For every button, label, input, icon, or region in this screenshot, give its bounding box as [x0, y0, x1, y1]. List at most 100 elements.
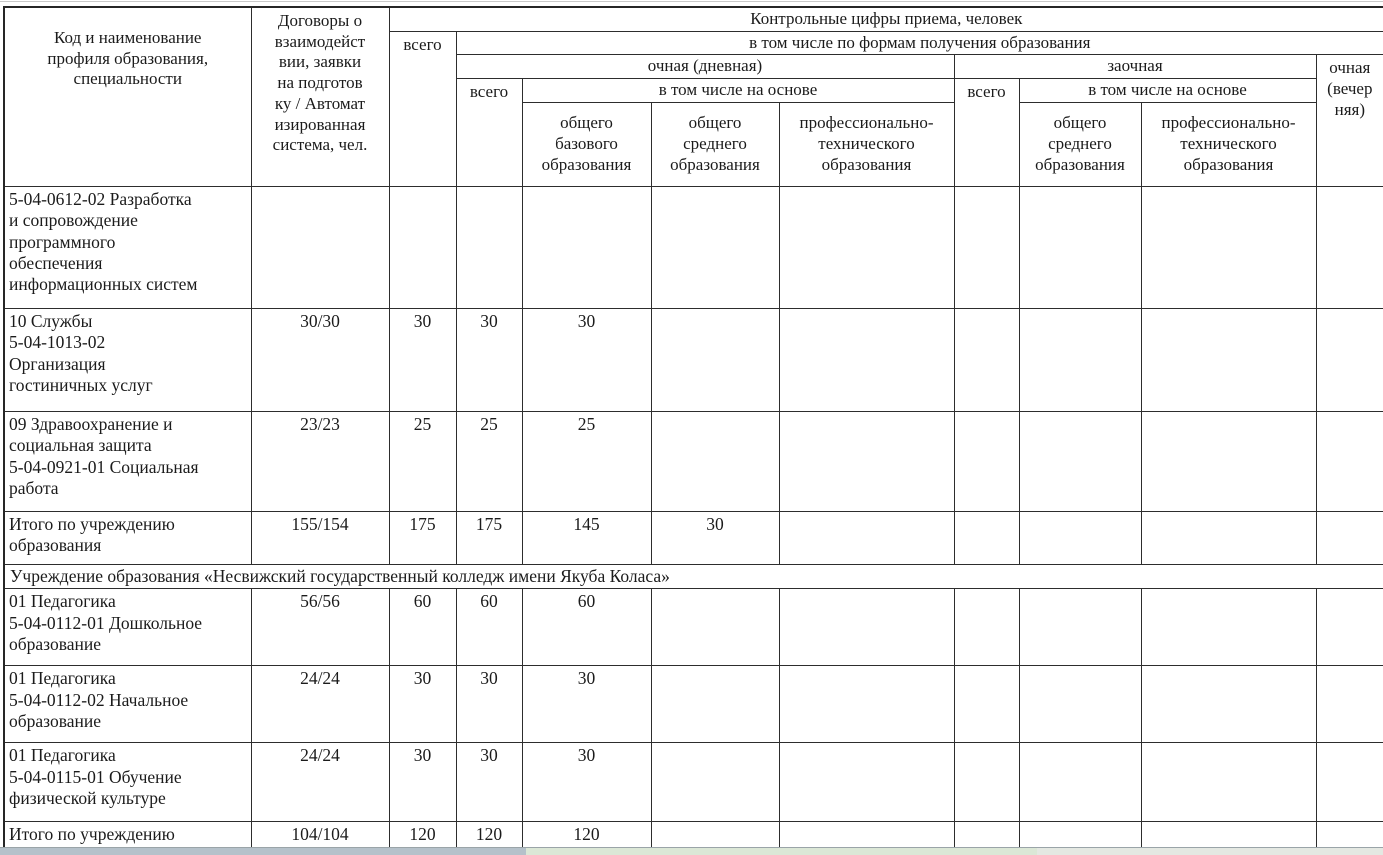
bottom-bar-segment [525, 848, 1038, 855]
cell-day-general-secondary [650, 185, 780, 309]
cell-evening [1315, 742, 1383, 823]
cell-corr-vocational [1140, 588, 1317, 667]
cell-day-general-basic: 60 [521, 588, 652, 667]
header-full-time-evening: очная (вечер няя) [1315, 54, 1383, 187]
cell-contracts: 56/56 [250, 588, 390, 667]
admission-control-figures-table: Код и наименование профиля образования, … [3, 6, 1383, 855]
header-day-general-basic: общего базового образования [521, 101, 652, 187]
cell-day-vocational [778, 665, 955, 744]
cell-specialty-name: 5-04-0612-02 Разработка и сопровождение … [3, 185, 252, 309]
cell-corr-general-secondary [1018, 742, 1142, 823]
cell-specialty-name: 01 Педагогика 5-04-0112-02 Начальное обр… [3, 665, 252, 744]
header-row: всего в том числе по формам получения об… [4, 30, 1383, 187]
cell-corr-total [953, 665, 1020, 744]
cell-day-total: 30 [455, 307, 523, 412]
table-row: 09 Здравоохранение и социальная защита 5… [3, 410, 1383, 512]
header-full-time-day: очная (дневная) [455, 54, 955, 80]
header-day-total: всего [455, 78, 523, 187]
cell-day-general-secondary [650, 588, 780, 667]
table-row-total: Итого по учреждению образования 155/154 … [3, 510, 1383, 565]
cell-day-general-secondary [650, 665, 780, 744]
cell-day-general-basic: 25 [521, 410, 652, 512]
cell-corr-vocational [1140, 510, 1317, 565]
cell-day-general-basic: 30 [521, 665, 652, 744]
cell-day-general-secondary [650, 307, 780, 412]
cell-corr-general-secondary [1018, 185, 1142, 309]
header-correspondence-vocational-technical: профессионально- технического образовани… [1140, 101, 1317, 187]
header-by-forms: в том числе по формам получения образова… [455, 30, 1383, 56]
cell-day-total: 25 [455, 410, 523, 512]
cell-corr-general-secondary [1018, 307, 1142, 412]
cell-total: 60 [388, 588, 457, 667]
cell-specialty-name: 09 Здравоохранение и социальная защита 5… [3, 410, 252, 512]
cell-evening [1315, 307, 1383, 412]
cell-day-total [455, 185, 523, 309]
scan-edge-line [0, 1, 1383, 2]
cell-corr-total [953, 510, 1020, 565]
cell-day-general-basic: 145 [521, 510, 652, 565]
cell-corr-vocational [1140, 185, 1317, 309]
cell-day-vocational [778, 742, 955, 823]
bottom-bar-segment [1037, 848, 1383, 855]
cell-corr-general-secondary [1018, 588, 1142, 667]
header-row: всего в том числе на основе всего в том … [4, 78, 1383, 187]
cell-contracts: 24/24 [250, 742, 390, 823]
cell-corr-total [953, 410, 1020, 512]
cell-total: 30 [388, 665, 457, 744]
table-row: 01 Педагогика 5-04-0112-02 Начальное обр… [3, 665, 1383, 744]
cell-corr-total [953, 588, 1020, 667]
cell-total: 30 [388, 307, 457, 412]
cell-corr-total [953, 307, 1020, 412]
cell-specialty-name: 01 Педагогика 5-04-0115-01 Обучение физи… [3, 742, 252, 823]
cell-corr-total [953, 742, 1020, 823]
cell-specialty-name: 01 Педагогика 5-04-0112-01 Дошкольное об… [3, 588, 252, 667]
cell-evening [1315, 588, 1383, 667]
bottom-bar-segment [0, 848, 526, 855]
header-total-overall: всего [388, 30, 457, 187]
cell-day-vocational [778, 410, 955, 512]
cell-specialty-name: 10 Службы 5-04-1013-02 Организация гости… [3, 307, 252, 412]
cell-corr-vocational [1140, 742, 1317, 823]
cell-total [388, 185, 457, 309]
cell-total: 25 [388, 410, 457, 512]
bottom-edge-bar [0, 847, 1383, 855]
cell-evening [1315, 410, 1383, 512]
cell-evening [1315, 510, 1383, 565]
header-day-vocational-technical: профессионально- технического образовани… [778, 101, 955, 187]
cell-day-general-secondary [650, 742, 780, 823]
header-contracts-column: Договоры о взаимодейст вии, заявки на по… [250, 6, 390, 187]
section-institution-name: Учреждение образования «Несвижский госуд… [3, 563, 1383, 590]
cell-day-general-basic: 30 [521, 307, 652, 412]
cell-corr-vocational [1140, 410, 1317, 512]
cell-day-total: 30 [455, 742, 523, 823]
cell-evening [1315, 665, 1383, 744]
header-row: Код и наименование профиля образования, … [3, 6, 1383, 187]
header-correspondence: заочная [953, 54, 1317, 80]
cell-contracts [250, 185, 390, 309]
table-row: 5-04-0612-02 Разработка и сопровождение … [3, 185, 1383, 309]
cell-contracts: 155/154 [250, 510, 390, 565]
cell-corr-general-secondary [1018, 410, 1142, 512]
cell-day-general-secondary: 30 [650, 510, 780, 565]
cell-total-label: Итого по учреждению образования [3, 510, 252, 565]
cell-day-total: 30 [455, 665, 523, 744]
cell-contracts: 30/30 [250, 307, 390, 412]
cell-total: 175 [388, 510, 457, 565]
header-day-including-based-on: в том числе на основе [521, 78, 955, 103]
cell-day-vocational [778, 588, 955, 667]
header-row: общего базового образования общего средн… [4, 101, 1383, 187]
cell-total: 30 [388, 742, 457, 823]
cell-day-total: 60 [455, 588, 523, 667]
table-body: 5-04-0612-02 Разработка и сопровождение … [3, 185, 1383, 855]
header-correspondence-general-secondary: общего среднего образования [1018, 101, 1142, 187]
cell-corr-total [953, 185, 1020, 309]
cell-corr-general-secondary [1018, 510, 1142, 565]
table-row: 01 Педагогика 5-04-0112-01 Дошкольное об… [3, 588, 1383, 667]
cell-corr-general-secondary [1018, 665, 1142, 744]
table-row: 01 Педагогика 5-04-0115-01 Обучение физи… [3, 742, 1383, 823]
header-control-figures: Контрольные цифры приема, человек [388, 6, 1383, 32]
cell-corr-vocational [1140, 307, 1317, 412]
cell-day-vocational [778, 185, 955, 309]
header-day-general-secondary: общего среднего образования [650, 101, 780, 187]
